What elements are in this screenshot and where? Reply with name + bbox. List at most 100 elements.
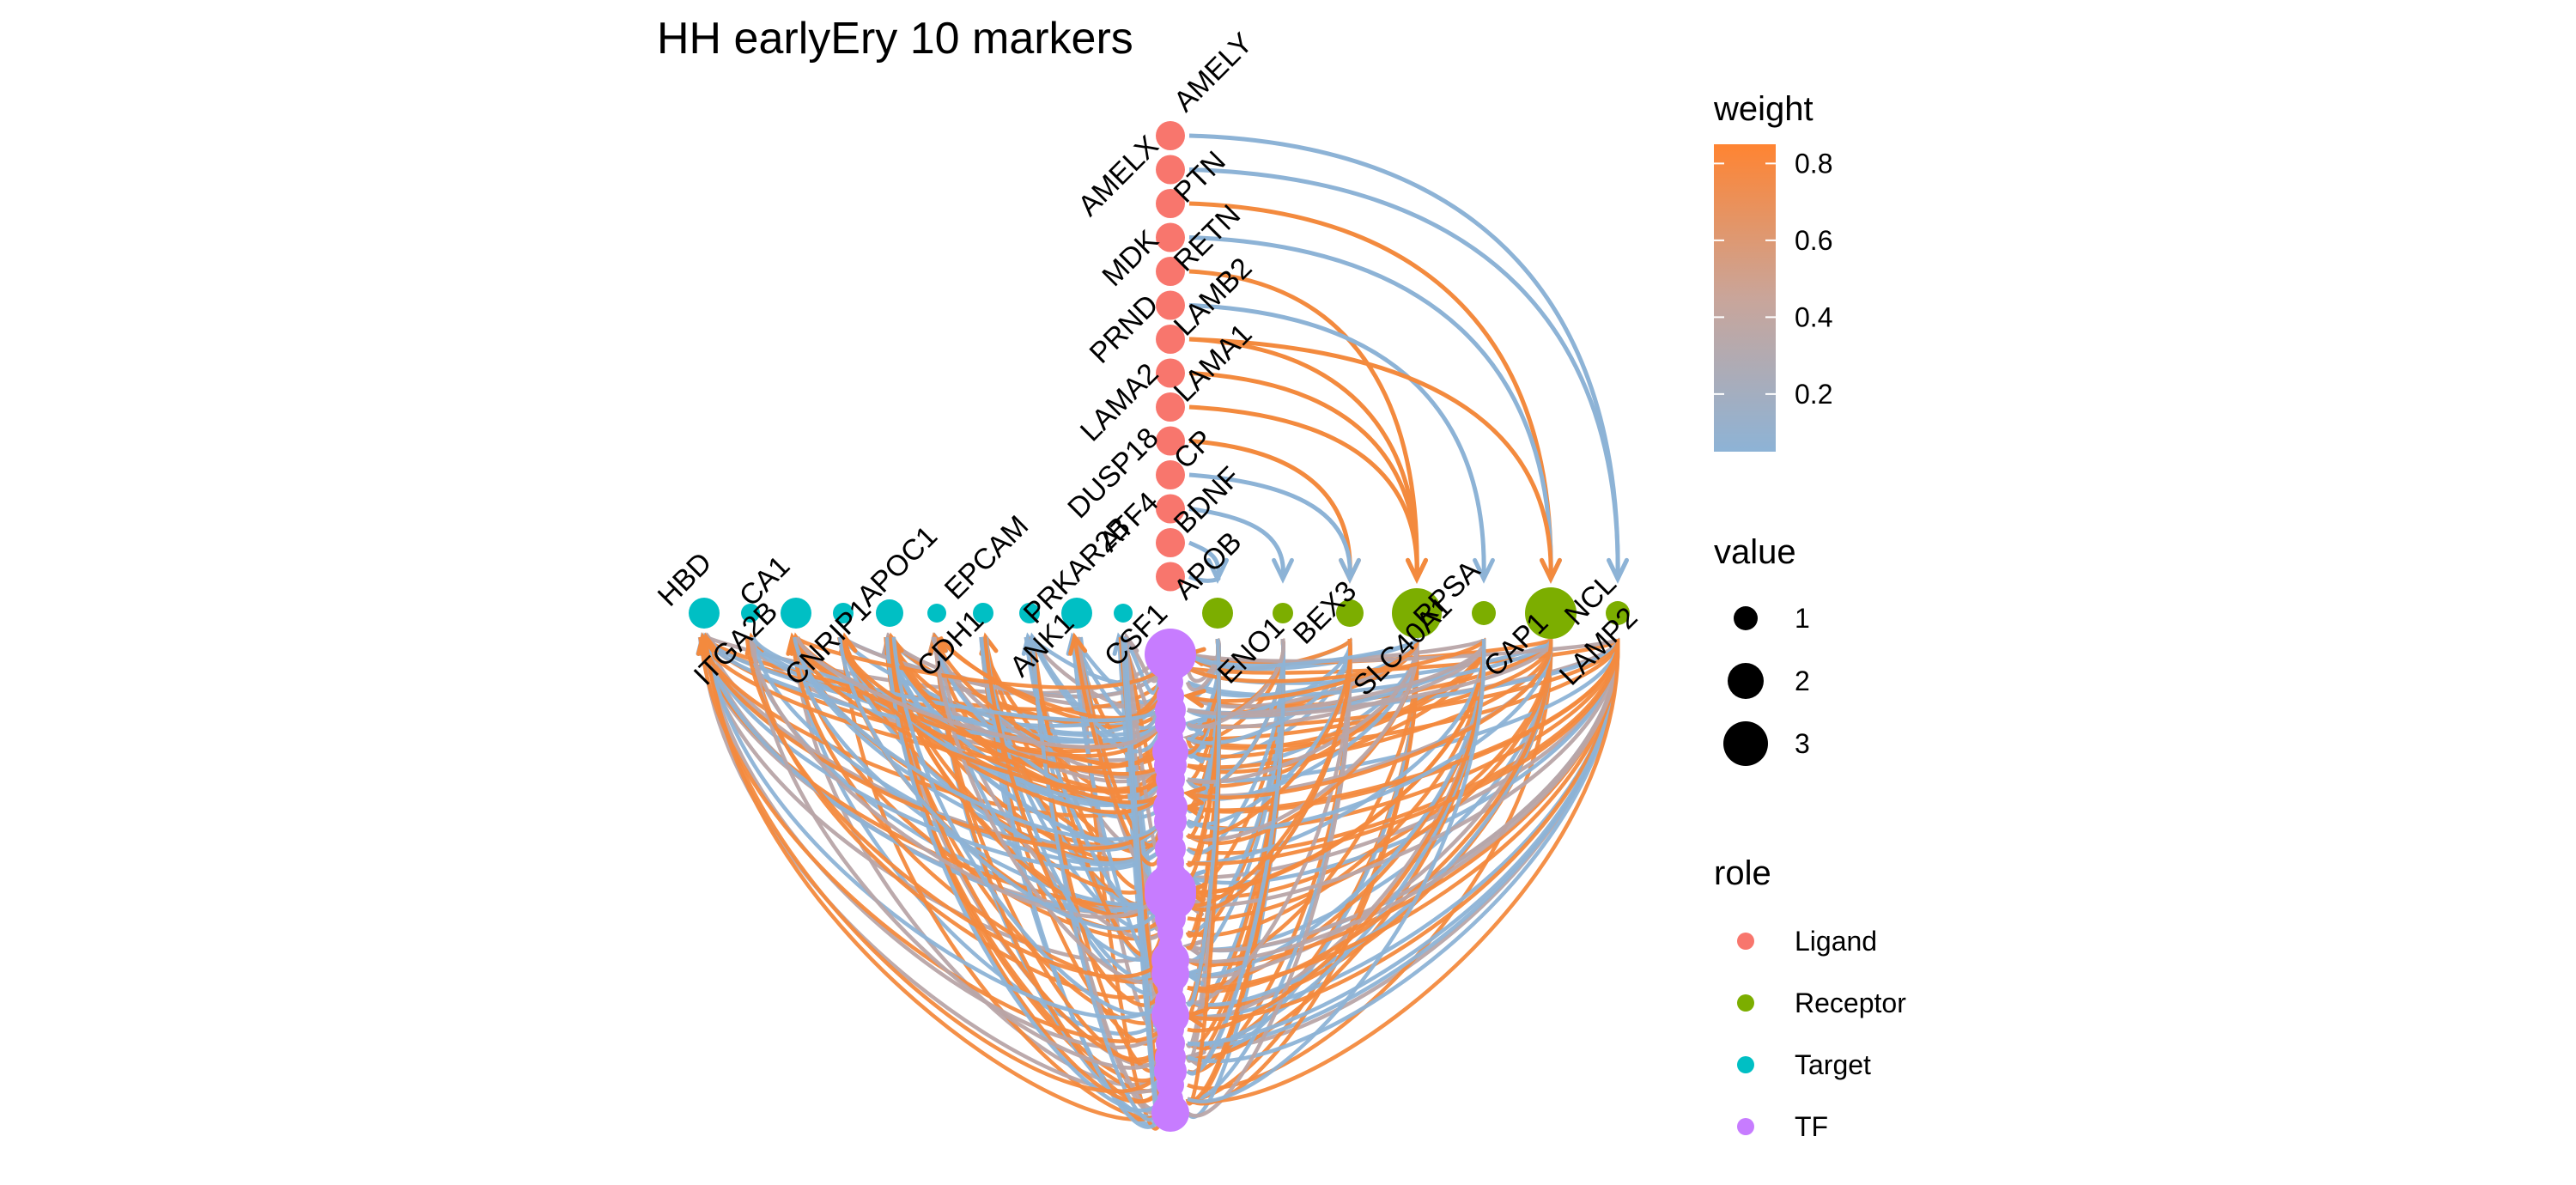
edge-arrowhead <box>1607 557 1629 584</box>
edge-receptor-tf <box>1187 638 1620 749</box>
edge-tf-target <box>750 636 1163 1070</box>
edge-receptor-tf <box>1187 638 1486 1033</box>
edge-tf-target <box>744 636 1163 979</box>
receptor-node <box>1202 598 1233 629</box>
receptor-node <box>1273 603 1293 623</box>
edge-arrowhead <box>1206 557 1229 584</box>
edge-receptor-tf <box>1187 638 1352 1005</box>
edge-tf-target <box>793 636 1163 842</box>
edge-arrowhead <box>1473 557 1495 584</box>
edge-arrowhead <box>1182 716 1206 736</box>
ligand-node <box>1156 290 1185 320</box>
edge-arrowhead <box>1339 557 1361 584</box>
edge-tf-target <box>887 636 1164 1104</box>
role-legend-label: Receptor <box>1795 988 1906 1018</box>
edge-arrowhead <box>1068 632 1088 656</box>
edge-arrowhead <box>1406 557 1428 584</box>
weight-ticks: 0.8 0.6 0.4 0.2 <box>1714 148 1832 410</box>
edge-arrowhead <box>1182 1049 1206 1070</box>
role-legend-dot <box>1737 1118 1754 1135</box>
edge-receptor-tf <box>1187 638 1486 775</box>
edge-receptor-tf <box>1187 638 1553 832</box>
edge-receptor-tf <box>1187 638 1486 938</box>
ligand-node <box>1156 426 1185 456</box>
edge-ligand-receptor <box>1188 167 1620 580</box>
edge-arrowhead <box>1540 557 1562 584</box>
ligand-node <box>1156 325 1185 354</box>
ligand-label: PRND <box>1084 289 1165 370</box>
receptor-node <box>1525 587 1577 639</box>
edge-arrowhead <box>1272 557 1294 584</box>
ligand-node <box>1156 358 1185 388</box>
edge-tf-target <box>837 636 1163 931</box>
edge-arrowhead <box>1025 632 1045 656</box>
weight-tick-label: 0.4 <box>1795 301 1832 332</box>
edges-layer <box>696 133 1629 1131</box>
target-node <box>927 604 946 623</box>
target-node <box>876 599 903 627</box>
edge-receptor-tf <box>1187 638 1553 799</box>
edge-arrowhead <box>696 632 716 656</box>
role-items: Ligand Receptor Target TF <box>1737 926 1906 1142</box>
edge-receptor-tf <box>1187 638 1620 885</box>
ligand-node <box>1156 257 1185 286</box>
weight-legend: weight 0.8 0.6 0.4 0.2 <box>1713 90 1832 452</box>
edge-tf-target <box>795 636 1163 750</box>
nodes-layer <box>689 121 1630 1132</box>
value-legend-label: 2 <box>1795 665 1810 696</box>
target-node <box>973 603 993 623</box>
edge-receptor-tf <box>1187 638 1486 716</box>
ligand-label: AMELY <box>1168 27 1260 118</box>
edge-tf-target <box>1030 636 1164 754</box>
value-legend-dot <box>1728 663 1764 699</box>
edge-ligand-receptor <box>1188 507 1285 580</box>
edge-receptor-tf <box>1186 638 1352 1118</box>
edge-receptor-tf <box>1187 638 1486 978</box>
receptor-node <box>1392 588 1442 638</box>
receptor-node <box>1336 599 1364 627</box>
target-node <box>689 598 720 629</box>
plot-title: HH earlyEry 10 markers <box>657 14 1133 64</box>
edge-tf-target <box>890 636 1164 1062</box>
edge-tf-target <box>748 636 1163 920</box>
target-node <box>1019 603 1040 623</box>
role-legend-title: role <box>1714 854 1771 892</box>
edge-ligand-receptor <box>1188 303 1486 580</box>
value-legend-label: 3 <box>1795 728 1810 759</box>
edge-receptor-tf <box>1187 636 1486 684</box>
edge-receptor-tf <box>1186 638 1352 745</box>
ligand-label: MDK <box>1096 224 1165 294</box>
value-legend-dot <box>1734 606 1758 630</box>
edge-ligand-receptor <box>1188 337 1553 580</box>
edge-tf-target <box>702 636 1163 872</box>
edge-tf-target <box>706 636 1163 1020</box>
edge-ligand-receptor <box>1188 235 1553 580</box>
target-node <box>781 598 811 629</box>
ligand-node <box>1156 121 1185 150</box>
role-legend: role Ligand Receptor Target TF <box>1714 854 1906 1142</box>
edge-receptor-tf <box>1187 636 1620 675</box>
edge-receptor-tf <box>1187 638 1486 1103</box>
ligand-node <box>1156 392 1185 422</box>
target-node <box>1114 604 1133 623</box>
ligand-node <box>1156 155 1185 185</box>
edge-ligand-receptor <box>1188 269 1419 580</box>
value-items: 1 2 3 <box>1723 603 1810 766</box>
ligand-label: AMELX <box>1072 130 1164 222</box>
edge-tf-target <box>702 636 1163 914</box>
role-legend-label: Target <box>1795 1049 1871 1080</box>
weight-colorbar <box>1714 144 1776 452</box>
value-legend-label: 1 <box>1795 603 1810 634</box>
edge-receptor-tf <box>1187 638 1486 894</box>
target-node <box>741 604 760 623</box>
edge-receptor-tf <box>1186 636 1419 668</box>
ligand-node <box>1156 528 1185 557</box>
value-legend-title: value <box>1714 533 1796 571</box>
edge-receptor-tf <box>1185 638 1221 1007</box>
edge-receptor-tf <box>1186 638 1285 729</box>
edge-receptor-tf <box>1187 638 1620 991</box>
edge-tf-target <box>703 636 1163 1094</box>
edge-receptor-tf <box>1186 638 1352 719</box>
ligand-node <box>1156 189 1185 218</box>
edge-tf-target <box>703 636 1163 1049</box>
